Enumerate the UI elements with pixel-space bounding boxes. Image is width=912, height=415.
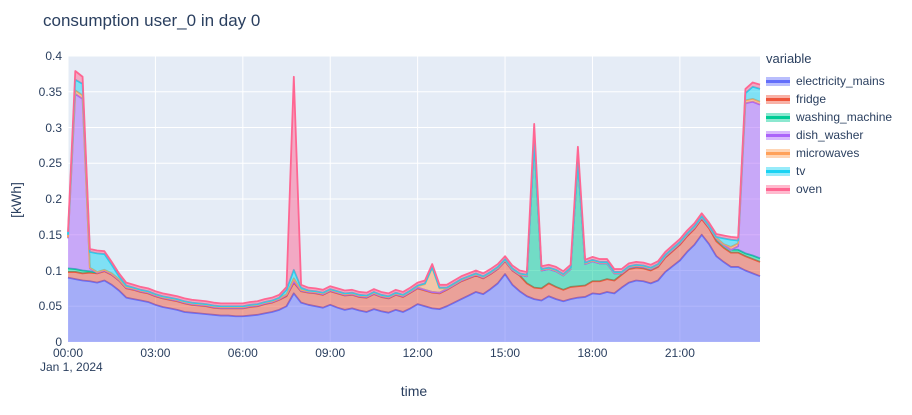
legend-swatch-icon (766, 94, 790, 104)
chart-title: consumption user_0 in day 0 (43, 11, 261, 30)
y-tick-label: 0.35 (38, 84, 62, 99)
legend-swatch-icon (766, 148, 790, 158)
legend-label: electricity_mains (796, 74, 885, 88)
area-fridge (68, 219, 760, 317)
y-tick-label: 0.25 (38, 156, 62, 171)
legend-label: oven (796, 182, 823, 196)
x-tick-label: 18:00 (577, 346, 608, 360)
y-tick-label: 0.3 (45, 120, 62, 135)
y-tick-label: 0.15 (38, 227, 62, 242)
x-tick-label: 21:00 (664, 346, 695, 360)
legend-item-oven[interactable]: oven (766, 180, 892, 198)
area-washing_machine (68, 141, 760, 309)
x-tick-label: 06:00 (227, 346, 258, 360)
y-tick-label: 0.05 (38, 299, 62, 314)
legend-item-microwaves[interactable]: microwaves (766, 144, 892, 162)
legend-label: tv (796, 164, 806, 178)
legend-item-tv[interactable]: tv (766, 162, 892, 180)
y-tick-label: 0 (55, 335, 62, 349)
line-oven (67, 70, 761, 305)
legend-swatch-icon (766, 112, 790, 122)
legend-swatch-icon (766, 130, 790, 140)
legend-swatch-icon (766, 166, 790, 176)
x-tick-label: 15:00 (490, 346, 521, 360)
x-tick-label: 12:00 (402, 346, 433, 360)
legend-title: variable (766, 51, 812, 66)
legend-label: washing_machine (796, 110, 893, 124)
legend-swatch-icon (766, 76, 790, 86)
area-electricity_mains (68, 234, 760, 342)
legend-item-dish_washer[interactable]: dish_washer (766, 126, 892, 144)
legend-item-washing_machine[interactable]: washing_machine (766, 108, 892, 126)
y-tick-label: 0.4 (45, 49, 62, 63)
legend-label: microwaves (796, 146, 860, 160)
y-tick-label: 0.1 (45, 263, 62, 278)
legend-item-electricity_mains[interactable]: electricity_mains (766, 72, 892, 90)
legend-item-fridge[interactable]: fridge (766, 90, 892, 108)
legend-label: dish_washer (796, 128, 864, 142)
x-axis-date-label: Jan 1, 2024 (40, 360, 103, 374)
x-tick-label: 09:00 (315, 346, 346, 360)
x-axis-title: time (400, 383, 428, 399)
y-tick-label: 0.2 (45, 192, 62, 206)
legend-label: fridge (796, 92, 827, 106)
x-tick-label: 00:00 (52, 346, 84, 360)
x-tick-label: 03:00 (140, 346, 171, 360)
legend-swatch-icon (766, 184, 790, 194)
